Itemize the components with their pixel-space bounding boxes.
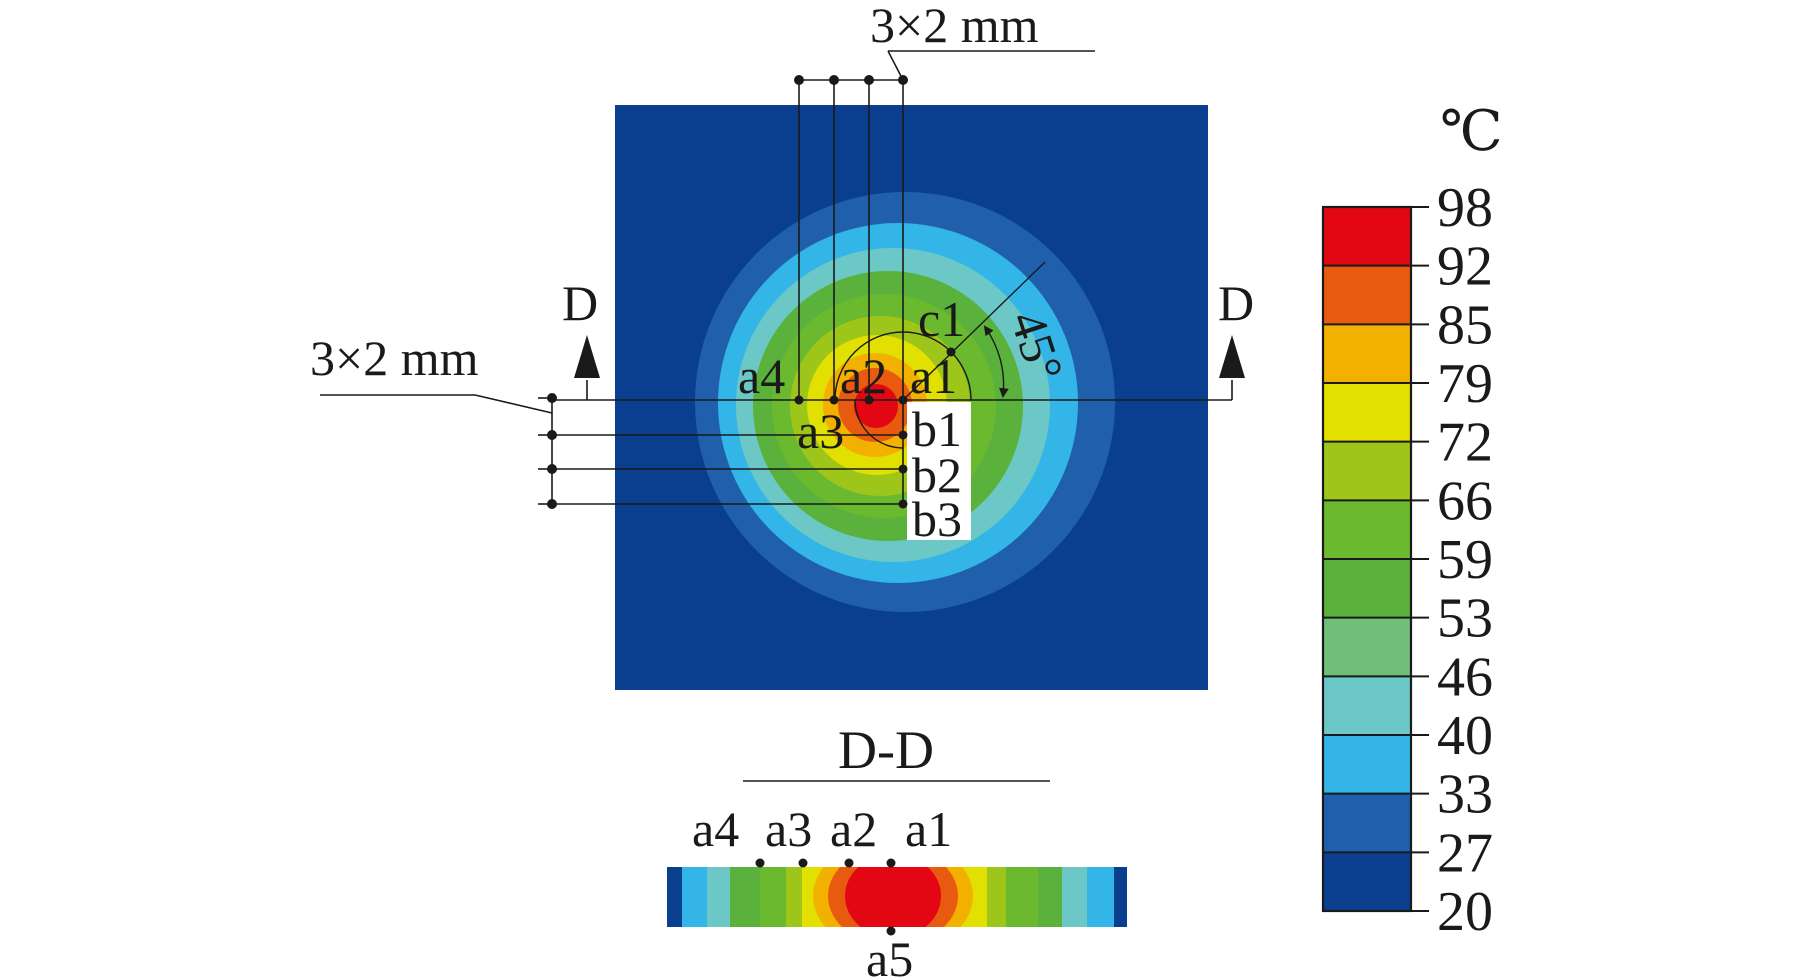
legend-band [1323,383,1411,443]
legend-tick-label: 92 [1437,236,1493,298]
legend-tick-label: 66 [1437,470,1493,532]
section-label-a4: a4 [692,801,739,857]
label-background [907,402,971,540]
label-b2: b2 [912,447,962,503]
legend-unit: ℃ [1440,101,1503,163]
legend-tick-label: 72 [1437,412,1493,474]
label-b3: b3 [912,491,962,547]
label-c1: c1 [918,291,965,347]
legend-band [1323,793,1411,853]
legend-band [1323,559,1411,619]
label-a1: a1 [910,348,957,404]
top-dimension [798,50,1095,400]
legend-tick-label: 40 [1437,705,1493,767]
legend-band [1323,500,1411,560]
label-a2: a2 [840,348,887,404]
left-dimension-dots [547,393,557,509]
top-view-plate [615,105,1208,690]
legend-bands [1323,207,1411,912]
legend-tick-label: 20 [1437,881,1493,943]
section-label-a5: a5 [866,931,913,980]
legend-band [1323,324,1411,384]
legend-band [1323,852,1411,912]
top-dimension-dots [794,75,908,85]
legend-tick-label: 98 [1437,177,1493,239]
left-dimension [320,394,904,506]
legend-band [1323,441,1411,501]
legend-band [1323,207,1411,267]
section-marker-right: D [1218,275,1254,331]
left-dimension-label: 3×2 mm [310,330,479,386]
section-view: D-D a4 a3 a2 a1 a5 [667,720,1127,980]
measure-arcs [834,261,1046,449]
legend-tick-label: 53 [1437,588,1493,650]
section-label-a1: a1 [905,801,952,857]
legend-tick-label: 59 [1437,529,1493,591]
legend-band [1323,735,1411,795]
legend-tick-label: 85 [1437,294,1493,356]
section-label-a3: a3 [765,801,812,857]
label-b1: b1 [912,401,962,457]
legend-tick-label: 46 [1437,646,1493,708]
section-bands [682,867,1114,927]
measure-dots [794,347,956,509]
legend-tick-label: 79 [1437,353,1493,415]
section-arrow-left [574,335,600,378]
section-dots [755,858,896,936]
section-line [552,380,1233,401]
section-arrow-right [1219,335,1245,378]
label-a4: a4 [738,348,785,404]
legend-band [1323,617,1411,677]
legend-tick-label: 27 [1437,822,1493,884]
top-dimension-label: 3×2 mm [870,0,1039,53]
legend-band [1323,676,1411,736]
section-marker-left: D [562,275,598,331]
section-title: D-D [838,720,934,780]
label-a3: a3 [797,403,844,459]
section-label-a2: a2 [830,801,877,857]
legend-tick-label: 33 [1437,764,1493,826]
legend-band [1323,265,1411,325]
